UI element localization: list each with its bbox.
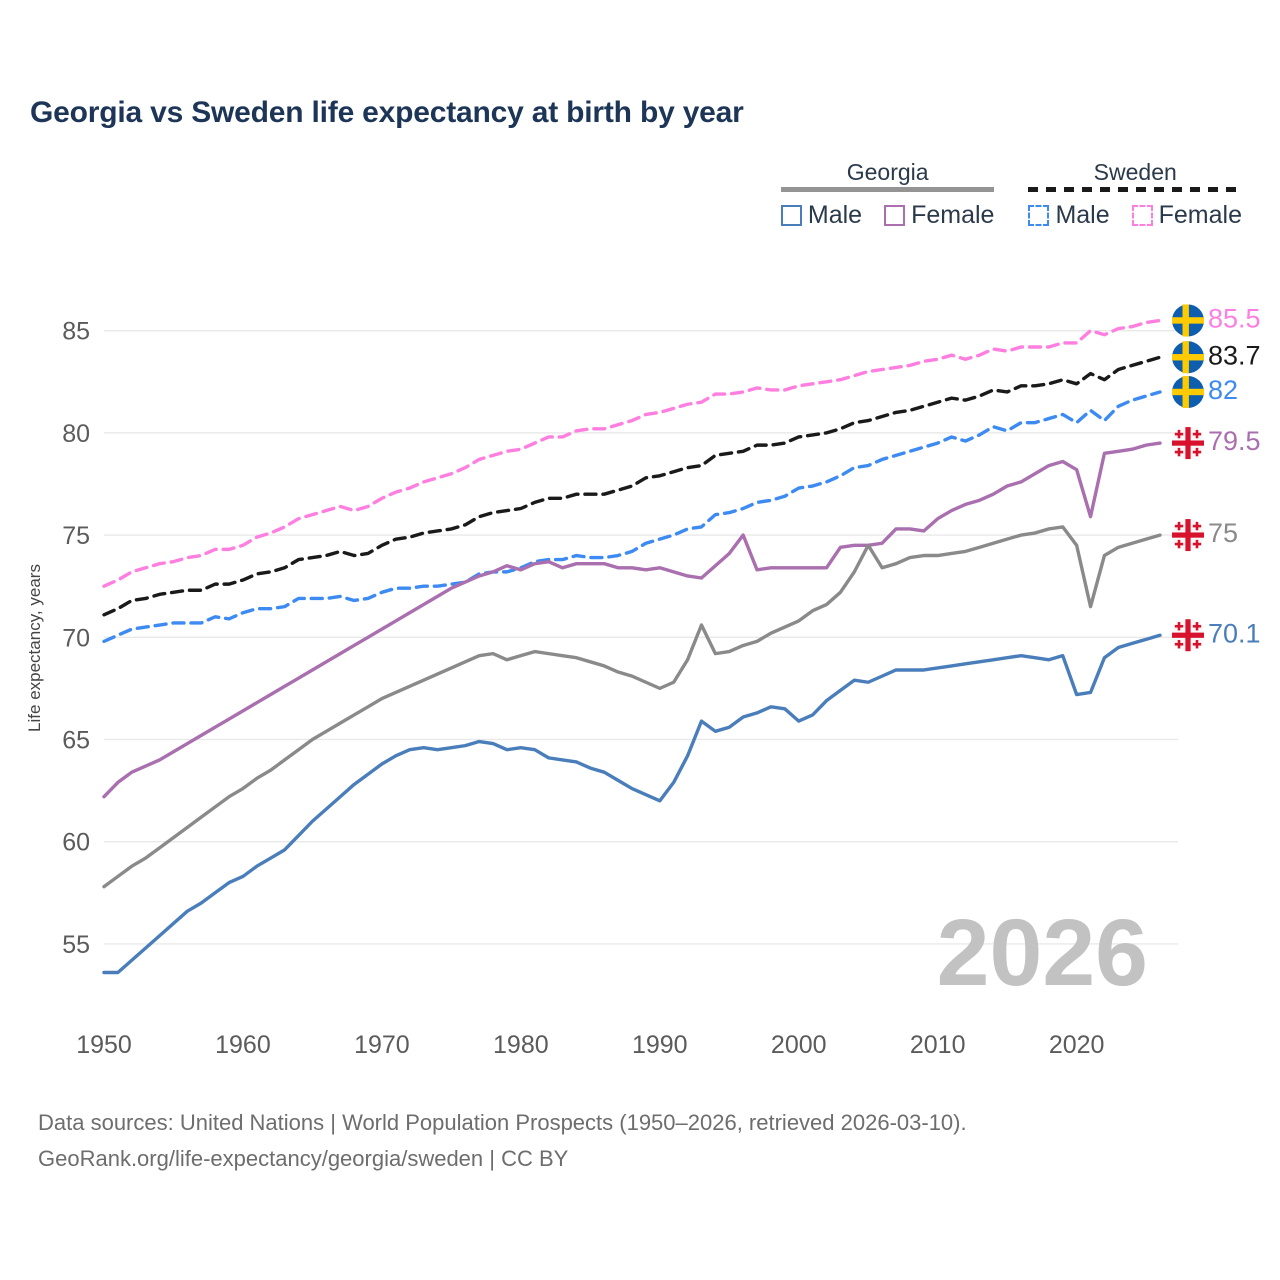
legend-item-georgia-male[interactable]: Male: [780, 201, 863, 230]
sweden-flag-icon: [1172, 375, 1204, 408]
x-tick-1950: 1950: [76, 1031, 132, 1059]
end-value-label: 82: [1208, 375, 1238, 405]
legend-group-title-sweden: Sweden: [1093, 159, 1177, 185]
series-line-sweden-female: [102, 318, 1162, 588]
legend-rule-georgia: [780, 187, 995, 193]
legend-label-sweden-female: Female: [1158, 201, 1242, 230]
y-tick-55: 55: [62, 931, 90, 959]
series-line-georgia-male: [102, 633, 1162, 975]
series-line-georgia-both: [102, 525, 1162, 889]
end-value-label: 79.5: [1208, 426, 1261, 456]
legend-label-georgia-female: Female: [911, 201, 995, 230]
series-line-sweden-male: [102, 390, 1162, 644]
sweden-flag-icon: [1172, 341, 1204, 374]
x-tick-1970: 1970: [354, 1031, 410, 1059]
footer-attribution: GeoRank.org/life-expectancy/georgia/swed…: [38, 1146, 569, 1172]
x-tick-2000: 2000: [771, 1031, 827, 1059]
georgia-flag-icon: [1172, 427, 1204, 460]
y-tick-75: 75: [62, 522, 90, 550]
year-watermark: 2026: [937, 900, 1148, 1006]
legend-rule-sweden: [1028, 187, 1242, 193]
legend-label-sweden-male: Male: [1055, 201, 1110, 230]
series-line-sweden-both: [102, 355, 1162, 617]
series-line-georgia-female: [102, 441, 1162, 799]
y-axis-label: Life expectancy, years: [25, 564, 44, 732]
legend-group-title-georgia: Georgia: [846, 159, 929, 185]
x-tick-1980: 1980: [493, 1031, 549, 1059]
legend-group-sweden: Sweden Male Female: [1028, 160, 1242, 230]
x-tick-1990: 1990: [632, 1031, 688, 1059]
y-tick-60: 60: [62, 829, 90, 857]
end-value-label: 85.5: [1208, 304, 1261, 334]
end-value-label: 70.1: [1208, 618, 1261, 648]
gridlines: [104, 329, 1178, 945]
sweden-flag-icon: [1172, 304, 1204, 337]
page-title: Georgia vs Sweden life expectancy at bir…: [30, 96, 744, 129]
end-value-label: 83.7: [1208, 340, 1261, 370]
legend-swatch-icon-georgia-female: [884, 205, 906, 227]
legend: Georgia Male Female Sweden Male: [780, 159, 1242, 230]
footer-data-sources: Data sources: United Nations | World Pop…: [38, 1110, 967, 1135]
legend-group-georgia: Georgia Male Female: [780, 159, 995, 230]
y-tick-80: 80: [62, 420, 90, 448]
y-axis-ticks: 55 60 65 70 75 80 85: [62, 318, 90, 959]
legend-swatch-icon-sweden-male: [1028, 205, 1050, 227]
legend-swatch-icon-sweden-female: [1131, 205, 1153, 227]
x-tick-1960: 1960: [215, 1031, 271, 1059]
y-tick-85: 85: [62, 318, 90, 346]
legend-label-georgia-male: Male: [807, 201, 863, 230]
end-labels: 85.5 83.7 82 79.5 75 70.1: [1172, 304, 1261, 652]
series-lines: [102, 318, 1162, 975]
y-tick-65: 65: [62, 726, 90, 754]
legend-item-sweden-female[interactable]: Female: [1131, 201, 1242, 230]
legend-swatch-icon-georgia-male: [780, 205, 802, 227]
legend-item-georgia-female[interactable]: Female: [884, 201, 994, 230]
legend-item-sweden-male[interactable]: Male: [1028, 201, 1110, 230]
x-axis-ticks: 1950 1960 1970 1980 1990 2000 2010 2020: [76, 1031, 1104, 1059]
georgia-flag-icon: [1172, 519, 1204, 552]
x-tick-2010: 2010: [910, 1031, 966, 1059]
end-value-label: 75: [1208, 518, 1238, 548]
georgia-flag-icon: [1172, 619, 1204, 652]
x-tick-2020: 2020: [1049, 1031, 1105, 1059]
footer: Data sources: United Nations | World Pop…: [38, 1105, 967, 1178]
y-tick-70: 70: [62, 624, 90, 652]
